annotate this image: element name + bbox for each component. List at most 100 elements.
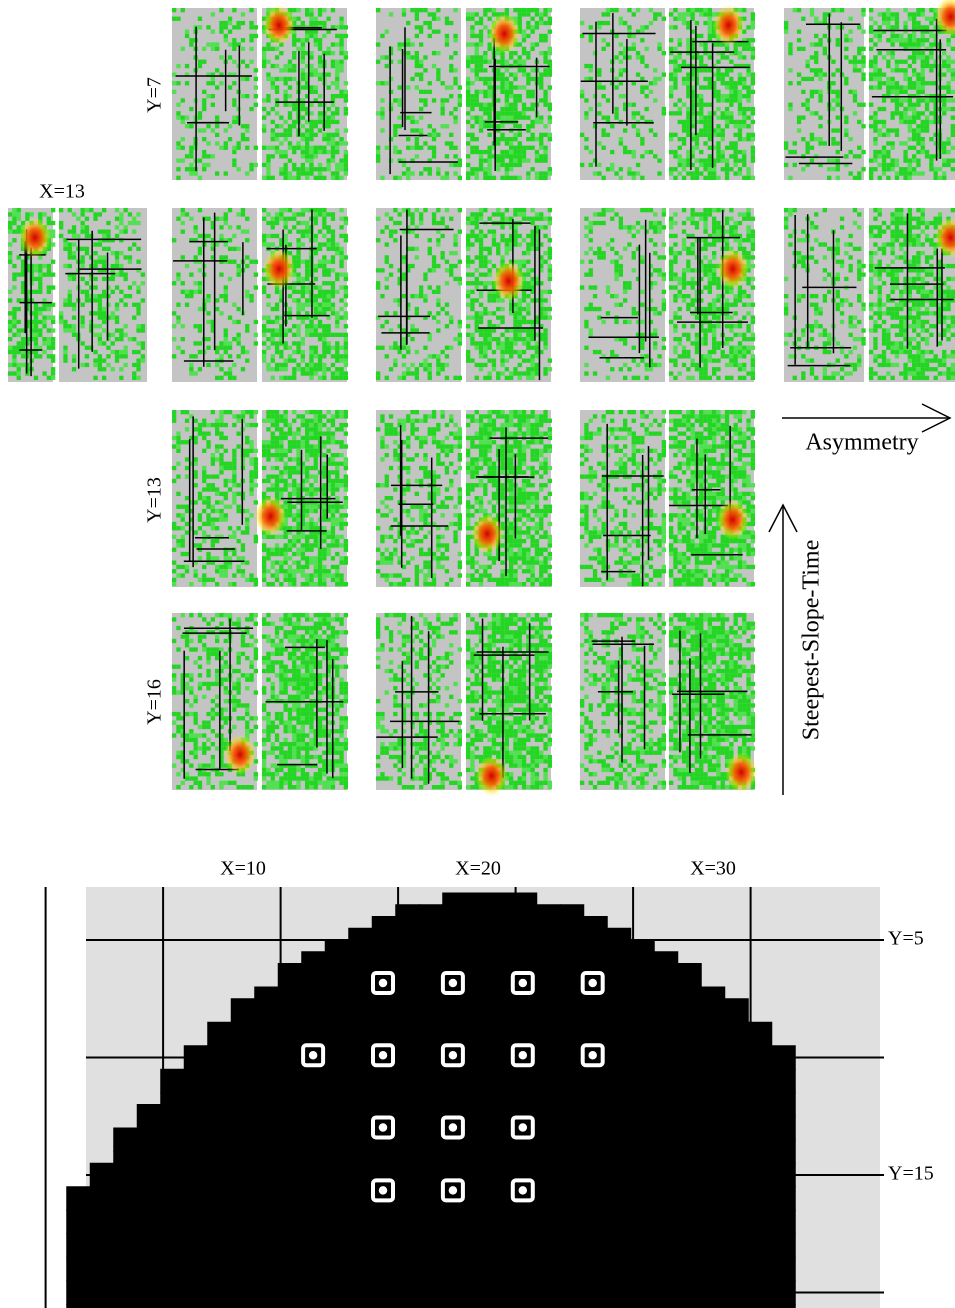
cell [869,8,874,13]
cell [401,337,407,342]
cell [305,51,310,56]
cell [513,59,518,64]
cell [881,124,887,129]
cell [393,208,398,213]
cell [703,367,708,372]
cell [530,242,535,247]
cell [733,98,738,103]
cell [210,76,215,82]
cell [397,298,402,303]
cell [597,20,602,26]
cell [517,111,522,116]
cell [509,145,514,150]
cell [912,115,917,120]
cell [530,319,535,325]
cell [487,375,492,380]
cell [478,16,484,21]
cell [500,59,505,64]
cell [305,302,310,307]
cell [283,102,288,107]
cell [270,225,275,230]
cell [852,68,858,73]
cell [890,98,895,103]
cell [322,294,327,299]
cell [343,362,348,368]
cell [677,371,682,376]
cell [690,149,695,155]
cell [588,259,593,264]
cell [466,281,471,286]
cell [317,332,323,337]
cell [673,55,678,60]
cell [513,154,518,159]
cell [681,281,687,286]
cell [703,311,708,316]
cell [483,337,488,342]
cell [912,233,917,239]
cell [881,106,887,112]
cell [206,72,211,77]
cell [279,149,284,155]
cell [742,81,747,86]
cell [335,171,340,176]
cell [881,81,887,86]
cell [729,51,734,56]
cell [313,268,318,273]
cell [431,354,437,359]
cell [916,137,921,142]
cell [933,225,938,230]
cell [912,12,917,17]
cell [343,371,348,376]
cell [326,294,331,299]
cell [588,306,593,312]
cell [496,128,501,133]
cell [724,324,730,329]
cell [877,208,882,213]
cell [530,289,535,294]
cell [274,349,280,355]
cell [873,124,878,129]
cell [313,208,318,213]
cell [292,162,297,168]
cell [742,175,747,180]
cell [869,255,874,260]
cell [330,375,336,380]
cell [283,137,288,142]
cell [640,289,645,294]
cell [640,337,645,342]
cell [335,141,340,146]
cell [899,171,904,176]
cell [236,145,241,150]
cell [530,220,535,226]
cell [733,94,738,99]
cell [788,149,793,155]
cell [605,358,611,363]
cell [661,272,666,277]
cell [517,175,522,180]
cell [724,229,730,234]
cell [262,358,267,363]
cell [534,362,540,368]
cell [305,332,310,337]
cell [929,238,934,243]
cell [305,171,310,176]
cell [818,42,823,47]
cell [309,63,314,69]
cell [313,233,318,239]
cell [635,111,641,116]
cell [189,238,194,243]
cell [737,158,743,163]
cell [543,33,548,39]
cell [526,367,531,372]
cell [631,251,636,256]
cell [796,29,802,34]
cell [496,208,501,213]
cell [733,233,738,239]
cell [330,132,336,137]
cell [822,141,827,146]
cell [322,167,327,172]
cell [631,154,636,159]
cell [330,281,336,286]
cell [496,341,501,346]
cell [857,246,862,251]
